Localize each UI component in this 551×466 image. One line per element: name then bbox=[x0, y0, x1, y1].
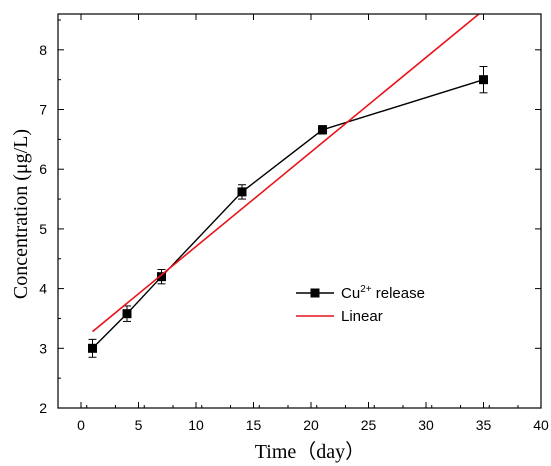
y-axis-title: Concentration (μg/L) bbox=[10, 129, 32, 299]
x-tick-label: 25 bbox=[361, 417, 377, 433]
data-point-marker bbox=[237, 187, 247, 197]
y-tick-label: 2 bbox=[39, 400, 47, 416]
x-tick-label: 20 bbox=[303, 417, 319, 433]
x-tick-label: 5 bbox=[135, 417, 143, 433]
x-tick-label: 10 bbox=[188, 417, 204, 433]
plot-frame bbox=[57, 13, 542, 409]
y-tick-label: 8 bbox=[39, 42, 47, 58]
y-tick-label: 6 bbox=[39, 161, 47, 177]
plot-clip-group bbox=[88, 14, 488, 358]
y-tick-label: 7 bbox=[39, 102, 47, 118]
x-tick-label: 30 bbox=[418, 417, 434, 433]
linear-fit-line bbox=[91, 14, 480, 333]
legend-marker-cu-release bbox=[310, 288, 320, 298]
x-axis-title: Time（day） bbox=[255, 440, 365, 463]
data-point-marker bbox=[318, 125, 327, 135]
legend: Cu2+ release Linear bbox=[296, 284, 425, 325]
x-tick-label: 35 bbox=[476, 417, 492, 433]
plot-area bbox=[88, 14, 488, 358]
data-point-marker bbox=[479, 75, 488, 85]
data-point-marker bbox=[157, 272, 166, 282]
axes: 0 5 10 15 20 25 30 35 40 2 3 4 5 6 7 8 bbox=[39, 13, 549, 433]
y-tick-label: 5 bbox=[39, 221, 47, 237]
series-line-cu-release bbox=[92, 78, 484, 349]
y-tick-label: 3 bbox=[39, 340, 47, 356]
x-tick-label: 15 bbox=[246, 417, 262, 433]
x-tick-label: 0 bbox=[77, 417, 85, 433]
data-point-marker bbox=[88, 343, 97, 353]
legend-label-linear: Linear bbox=[341, 308, 383, 325]
data-point-marker bbox=[122, 309, 132, 319]
legend-label-cu-release: Cu2+ release bbox=[341, 284, 425, 302]
y-tick-label: 4 bbox=[39, 281, 47, 297]
x-tick-label: 40 bbox=[533, 417, 549, 433]
